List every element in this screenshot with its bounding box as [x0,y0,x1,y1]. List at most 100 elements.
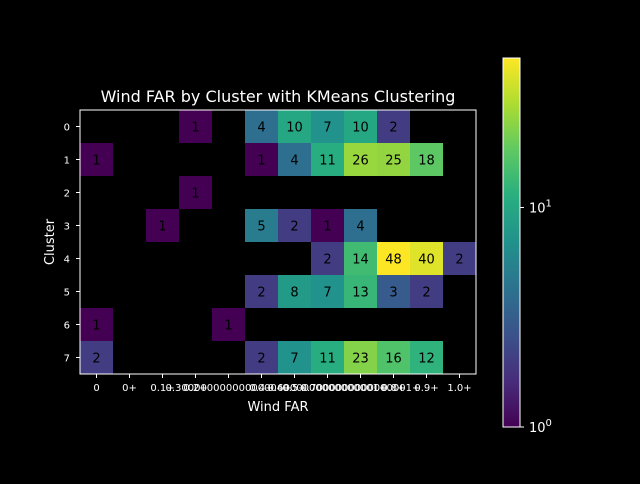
heatmap-cell [443,242,476,275]
y-tick-label: 5 [64,288,70,299]
heatmap-cell-label: 25 [385,154,402,169]
x-tick-label: 1.0+ [447,383,471,394]
heatmap-cell-label: 40 [418,253,435,268]
heatmap-cell [212,308,245,341]
x-tick-label: 0.2+ [183,383,207,394]
y-tick-label: 1 [64,156,70,167]
plot-frame [79,109,477,375]
chart-title: Wind FAR by Cluster with KMeans Clusteri… [101,87,456,106]
heatmap-cell [179,110,212,143]
heatmap-cell-label: 7 [323,286,331,301]
heatmap-cell [410,143,443,176]
heatmap-cell-label: 3 [389,286,397,301]
heatmap-cell-label: 5 [257,220,265,235]
heatmap-cell [245,275,278,308]
heatmap-cell [278,341,311,374]
x-tick-label: 0.1+ [150,383,174,394]
y-axis-label: Cluster [43,218,58,265]
heatmap-cell [278,110,311,143]
heatmap-cell [344,341,377,374]
heatmap-cell-label: 1 [191,121,199,136]
x-tick-label: 0.4+ [249,383,273,394]
heatmap-cell-label: 14 [352,253,369,268]
heatmap-cell [410,341,443,374]
x-tick-label: 0.8+ [381,383,405,394]
heatmap-cell [80,143,113,176]
x-axis-label: Wind FAR [247,400,308,415]
heatmap-cell [278,275,311,308]
y-tick-label: 4 [64,255,70,266]
colorbar-frame [502,57,521,428]
heatmap-cell-label: 7 [290,352,298,367]
heatmap-cell [80,308,113,341]
heatmap-cell [344,110,377,143]
heatmap-cell-label: 4 [290,154,298,169]
x-tick-label: 0.5+ [282,383,306,394]
heatmap-cell [311,341,344,374]
heatmap-cell-label: 26 [352,154,369,169]
heatmap-cell-label: 1 [224,319,232,334]
heatmap-cell [278,209,311,242]
heatmap-cell [311,209,344,242]
heatmap-cell [146,209,179,242]
heatmap-cell-label: 1 [323,220,331,235]
heatmap-cell-label: 1 [92,319,100,334]
heatmap-cell [344,275,377,308]
heatmap-cell-label: 2 [323,253,331,268]
x-tick-label: 0.9+ [414,383,438,394]
heatmap-cell-label: 1 [191,187,199,202]
heatmap-cell [311,242,344,275]
heatmap-cell-label: 10 [286,121,303,136]
heatmap-cell-label: 2 [290,220,298,235]
heatmap-cell-label: 11 [319,352,336,367]
heatmap-cell [377,110,410,143]
heatmap-cell [344,143,377,176]
y-tick-label: 6 [64,321,70,332]
x-tick-label: 0.6000000000000001+ [268,383,388,394]
heatmap-cell-label: 8 [290,286,298,301]
heatmap-cell-label: 1 [257,154,265,169]
heatmap-cell [311,110,344,143]
heatmap-cell-label: 2 [422,286,430,301]
y-tick-label: 2 [64,189,70,200]
heatmap-cell [179,176,212,209]
heatmap-cell-label: 2 [389,121,397,136]
colorbar-ticks: 100 101 [520,199,552,436]
heatmap-cell-label: 4 [257,121,265,136]
x-tick-label: 0+ [122,383,137,394]
heatmap-cell-label: 4 [356,220,364,235]
heatmap-cell [344,242,377,275]
y-axis-ticks: 0 1 2 3 4 5 6 7 [64,123,80,365]
heatmap-cell [245,110,278,143]
heatmap-cell [245,341,278,374]
heatmap-cell [377,341,410,374]
heatmap-cell [410,275,443,308]
heatmap-cell [311,275,344,308]
heatmap-cell [377,275,410,308]
heatmap-cell [377,242,410,275]
heatmap-cell-label: 2 [455,253,463,268]
heatmap-cell-label: 1 [92,154,100,169]
colorbar-tick-label: 100 [529,418,552,436]
heatmap-cell-label: 13 [352,286,369,301]
heatmap-cell-label: 18 [418,154,435,169]
heatmap-cell [377,143,410,176]
colorbar [503,58,520,427]
x-tick-label: 0.7000000000000001+ [301,383,421,394]
colorbar-tick-label: 101 [529,199,552,217]
heatmap-cell [344,209,377,242]
y-tick-label: 7 [64,354,70,365]
heatmap-cell-label: 1 [158,220,166,235]
heatmap-cell-label: 10 [352,121,369,136]
heatmap-cell-label: 11 [319,154,336,169]
heatmap-cell-label: 7 [323,121,331,136]
heatmap-cell [410,242,443,275]
heatmap-cell [278,143,311,176]
heatmap-cell [311,143,344,176]
heatmap-cell-label: 2 [92,352,100,367]
y-tick-label: 3 [64,222,70,233]
heatmap-cell [245,143,278,176]
heatmap-cell-label: 12 [418,352,435,367]
